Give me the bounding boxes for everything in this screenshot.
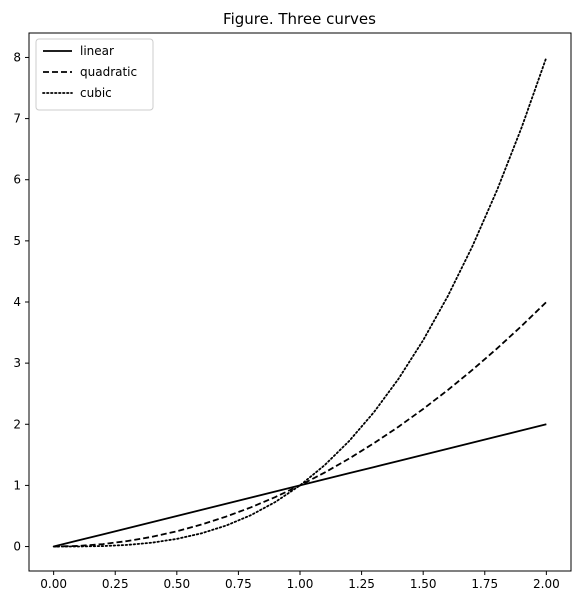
x-axis: 0.00 0.25 0.50 0.75 1.00 1.25 1.50 1.75 2.00	[40, 571, 560, 591]
x-tick-label: 1.75	[471, 577, 498, 591]
legend-label-cubic: cubic	[80, 86, 112, 100]
y-tick-label: 4	[13, 295, 21, 309]
x-tick-label: 1.00	[287, 577, 314, 591]
x-tick-label: 2.00	[533, 577, 560, 591]
y-tick-label: 6	[13, 173, 21, 187]
x-tick-label: 1.25	[348, 577, 375, 591]
y-tick-label: 1	[13, 478, 21, 492]
y-tick-label: 7	[13, 112, 21, 126]
series-line-cubic	[52, 56, 548, 548]
y-axis: 0 1 2 3 4 5 6 7 8	[13, 50, 29, 554]
legend-label-linear: linear	[80, 44, 114, 58]
x-tick-label: 1.50	[410, 577, 437, 591]
x-tick-label: 0.25	[102, 577, 129, 591]
y-tick-label: 0	[13, 540, 21, 554]
y-tick-label: 2	[13, 417, 21, 431]
legend: linear quadratic cubic	[35, 38, 154, 111]
x-tick-label: 0.75	[225, 577, 252, 591]
x-tick-label: 0.50	[163, 577, 190, 591]
y-tick-label: 5	[13, 234, 21, 248]
plot-area	[28, 32, 572, 572]
y-tick-label: 3	[13, 356, 21, 370]
y-tick-label: 8	[13, 50, 21, 64]
legend-label-quadratic: quadratic	[80, 65, 137, 79]
legend-box	[35, 38, 154, 111]
chart-title: Figure. Three curves	[223, 10, 376, 28]
axes-frame	[28, 32, 572, 572]
x-tick-label: 0.00	[40, 577, 67, 591]
series-line-quadratic	[53, 301, 547, 548]
